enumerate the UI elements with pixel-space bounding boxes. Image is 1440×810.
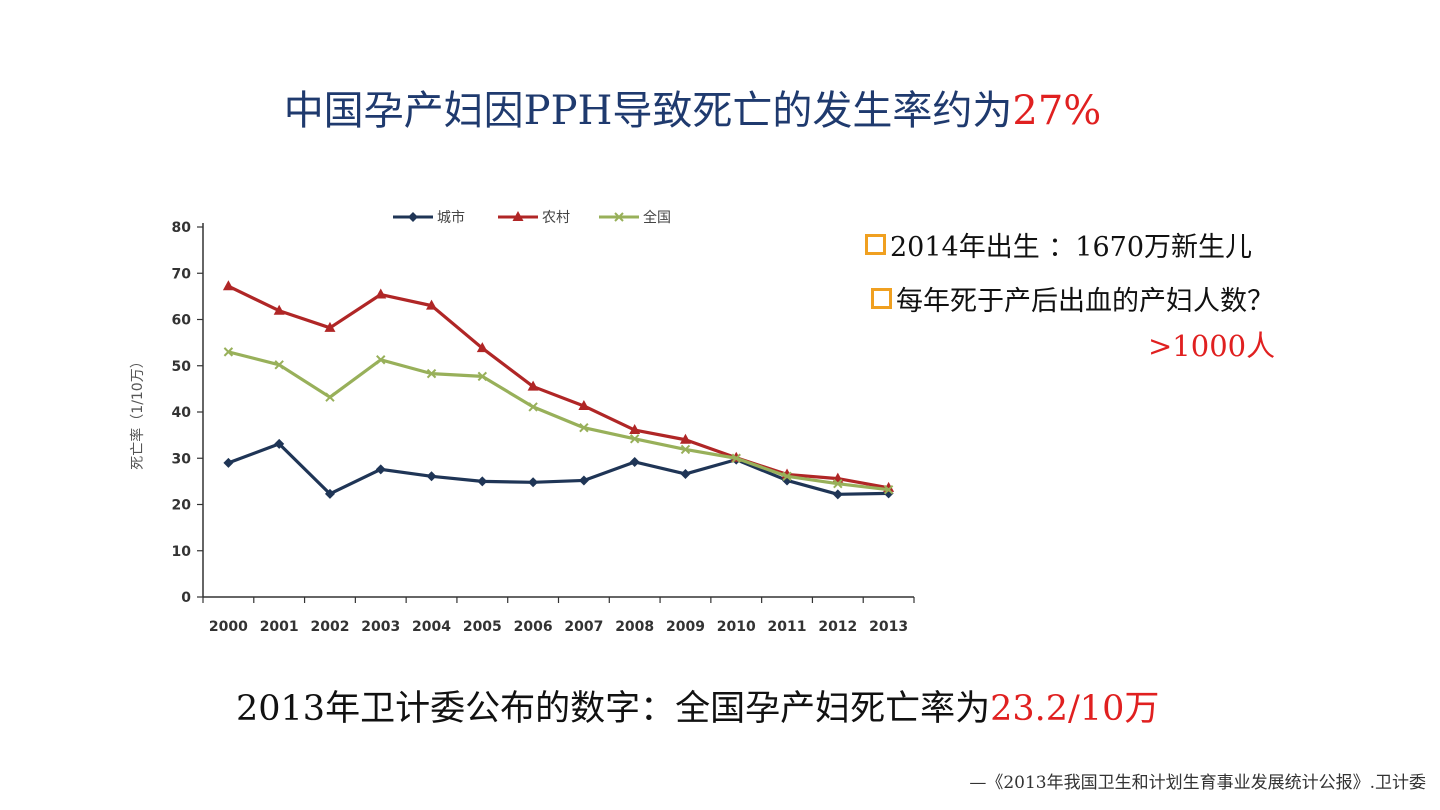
x-tick-label: 2002 bbox=[310, 619, 349, 635]
bottom-highlight: 23.2/10万 bbox=[990, 689, 1160, 729]
x-tick-label: 2000 bbox=[209, 619, 248, 635]
chart-series bbox=[222, 280, 895, 500]
data-point bbox=[477, 476, 488, 487]
x-tick-label: 2004 bbox=[412, 619, 451, 635]
data-point bbox=[477, 371, 488, 382]
data-point bbox=[833, 478, 843, 489]
y-axis-label: 死亡率（1/10万） bbox=[129, 354, 146, 469]
mortality-line-chart: 城市 农村 全国 0 10 20 30 40 50 60 70 80 2000 2001 2002 2003… bbox=[129, 209, 915, 635]
data-point bbox=[578, 475, 589, 486]
x-tick-label: 2003 bbox=[361, 619, 400, 635]
x-tick-label: 2010 bbox=[717, 619, 756, 635]
bottom-main: 2013年卫计委公布的数字：全国孕产妇死亡率为 bbox=[236, 689, 991, 729]
data-point bbox=[375, 464, 386, 475]
x-tick-label: 2005 bbox=[463, 619, 502, 635]
data-point bbox=[679, 433, 691, 444]
page-title: 中国孕产妇因PPH导致死亡的发生率约为27% bbox=[0, 78, 1385, 136]
x-tick-label: 2009 bbox=[666, 619, 705, 635]
data-point bbox=[222, 280, 234, 291]
series-urban bbox=[223, 438, 894, 500]
x-tick-label: 2013 bbox=[869, 619, 908, 635]
series-rural bbox=[222, 280, 895, 492]
bullet-item-births: 2014年出生 ：1670万新生儿 bbox=[865, 224, 1274, 264]
data-point bbox=[376, 355, 386, 365]
data-point bbox=[782, 471, 792, 481]
x-tick-label: 2011 bbox=[768, 619, 807, 635]
bullet-list: 2014年出生 ：1670万新生儿 每年死于产后出血的产妇人数？ bbox=[865, 224, 1274, 332]
series-line bbox=[227, 350, 889, 492]
legend-item: 农村 bbox=[498, 210, 570, 226]
data-point bbox=[614, 212, 624, 222]
data-point bbox=[731, 453, 741, 463]
data-point bbox=[375, 288, 387, 299]
square-bullet-icon bbox=[871, 287, 892, 309]
bullet-text: 每年死于产后出血的产妇人数？ bbox=[896, 285, 1274, 317]
data-point bbox=[680, 444, 691, 455]
data-point bbox=[629, 424, 641, 435]
data-point bbox=[528, 477, 539, 488]
data-point bbox=[426, 299, 438, 310]
x-tick-label: 2012 bbox=[818, 619, 857, 635]
legend-item: 城市 bbox=[393, 209, 465, 226]
data-point bbox=[324, 488, 335, 499]
series-national bbox=[223, 347, 894, 495]
data-point bbox=[274, 438, 285, 449]
answer-text: >1000人 bbox=[1148, 329, 1276, 363]
data-point bbox=[274, 360, 284, 370]
legend-label: 城市 bbox=[437, 209, 465, 226]
x-tick-label: 2006 bbox=[514, 619, 553, 635]
data-point bbox=[579, 423, 589, 433]
data-point bbox=[408, 212, 418, 222]
y-tick-label: 80 bbox=[172, 220, 192, 236]
data-point bbox=[832, 489, 843, 500]
y-tick-label: 10 bbox=[172, 544, 192, 560]
data-point bbox=[629, 456, 640, 467]
x-tick-label: 2001 bbox=[260, 619, 299, 635]
data-point bbox=[629, 434, 640, 444]
data-point bbox=[223, 347, 234, 357]
y-tick-label: 40 bbox=[172, 405, 192, 421]
y-tick-label: 70 bbox=[172, 266, 192, 282]
legend-item: 全国 bbox=[599, 209, 671, 226]
chart-legend: 城市 农村 全国 bbox=[393, 209, 671, 226]
data-point bbox=[324, 321, 336, 332]
y-tick-label: 60 bbox=[172, 313, 192, 329]
title-highlight: 27% bbox=[1012, 88, 1102, 134]
bottom-statement: 2013年卫计委公布的数字：全国孕产妇死亡率为23.2/10万 bbox=[236, 680, 1159, 731]
data-point bbox=[223, 457, 234, 468]
data-point bbox=[527, 380, 539, 391]
y-tick-label: 20 bbox=[172, 498, 192, 514]
square-bullet-icon bbox=[865, 233, 886, 255]
data-point bbox=[476, 342, 488, 353]
y-tick-label: 0 bbox=[181, 590, 191, 606]
data-point bbox=[325, 392, 335, 402]
bullet-item-question: 每年死于产后出血的产妇人数？ bbox=[871, 278, 1274, 318]
bullet-text: 2014年出生 ：1670万新生儿 bbox=[890, 231, 1253, 263]
data-point bbox=[883, 484, 894, 495]
series-line bbox=[227, 284, 889, 490]
x-tick-label: 2008 bbox=[615, 619, 654, 635]
data-point bbox=[528, 402, 538, 412]
y-tick-label: 50 bbox=[172, 359, 192, 375]
legend-label: 农村 bbox=[542, 210, 570, 226]
data-point bbox=[273, 304, 285, 315]
data-point bbox=[426, 471, 437, 482]
data-point bbox=[426, 368, 437, 379]
source-citation: —《2013年我国卫生和计划生育事业发展统计公报》.卫计委 bbox=[969, 773, 1426, 793]
title-main: 中国孕产妇因PPH导致死亡的发生率约为 bbox=[283, 88, 1013, 134]
series-line bbox=[227, 442, 889, 496]
chart-axes: 0 10 20 30 40 50 60 70 80 2000 2001 2002 2003 2004 200… bbox=[129, 220, 915, 635]
data-point bbox=[578, 399, 590, 410]
data-point bbox=[680, 468, 691, 479]
data-point bbox=[512, 211, 524, 221]
legend-label: 全国 bbox=[643, 209, 671, 226]
y-tick-label: 30 bbox=[172, 451, 192, 467]
x-tick-label: 2007 bbox=[564, 619, 603, 635]
